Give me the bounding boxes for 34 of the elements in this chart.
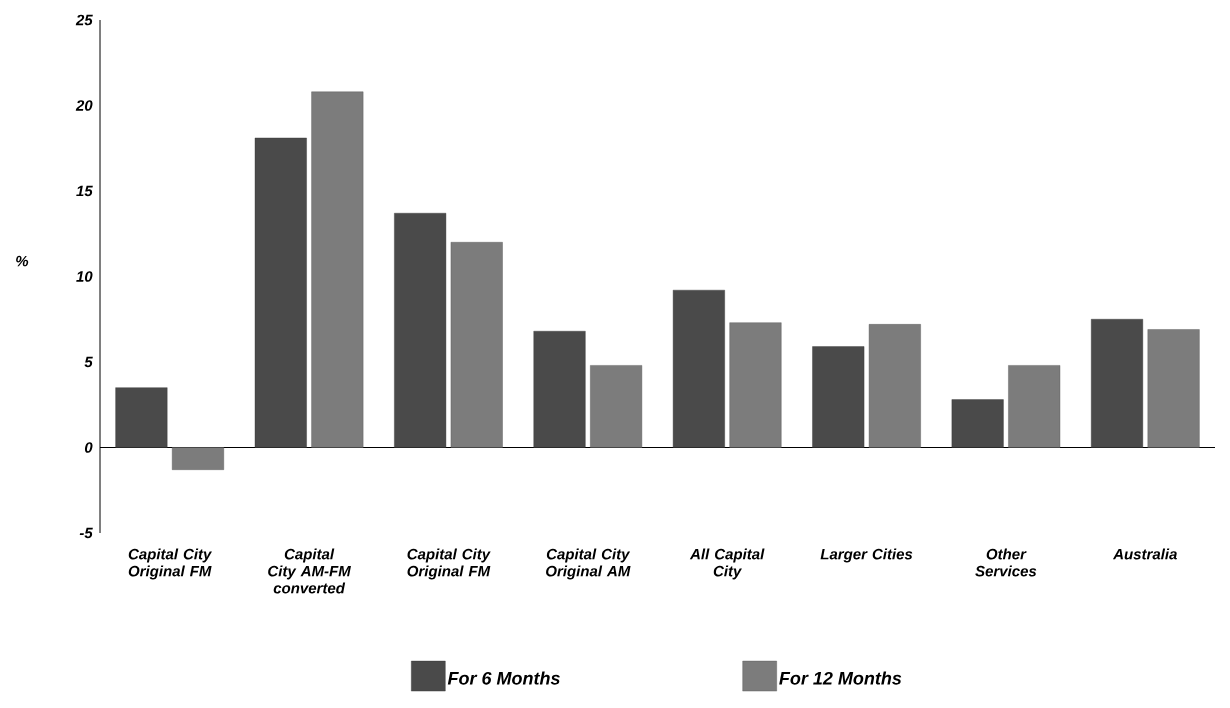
bar: [1147, 329, 1200, 448]
bar: [729, 322, 782, 448]
bar: [1008, 365, 1061, 448]
y-tick-label: 10: [76, 271, 93, 282]
bar: [172, 447, 224, 470]
y-tick-label: 15: [76, 185, 93, 197]
x-tick-label: All Capital City: [689, 548, 765, 580]
y-tick-label: 25: [75, 14, 93, 26]
y-tick-label: 5: [84, 356, 93, 368]
legend-label: For 12 Months: [779, 671, 902, 685]
bar: [394, 213, 447, 448]
y-tick-label: 20: [75, 100, 93, 111]
x-tick-label: Capital City Original FM: [407, 548, 491, 580]
x-tick-label: Larger Cities: [820, 548, 913, 563]
bar: [672, 289, 725, 448]
bar: [533, 331, 586, 448]
x-tick-label: Other Services: [975, 548, 1037, 577]
x-tick-label: Capital City AM-FM converted: [268, 548, 351, 594]
bar: [1091, 319, 1144, 448]
y-tick-label: -5: [79, 527, 93, 539]
x-tick-label: Capital City Original AM: [546, 548, 631, 580]
x-tick-label: Capital City Original FM: [128, 548, 212, 580]
bar: [812, 346, 865, 448]
y-axis-title: %: [16, 255, 29, 267]
bar: [254, 137, 307, 448]
bar: [951, 399, 1004, 448]
bar: [450, 242, 503, 448]
y-tick-label: 0: [84, 442, 93, 453]
legend-label: For 6 Months: [447, 671, 560, 685]
bar: [590, 365, 643, 448]
bar: [115, 387, 168, 448]
x-tick-label: Australia: [1112, 548, 1177, 560]
bar: [868, 324, 921, 448]
bar: [311, 91, 364, 448]
